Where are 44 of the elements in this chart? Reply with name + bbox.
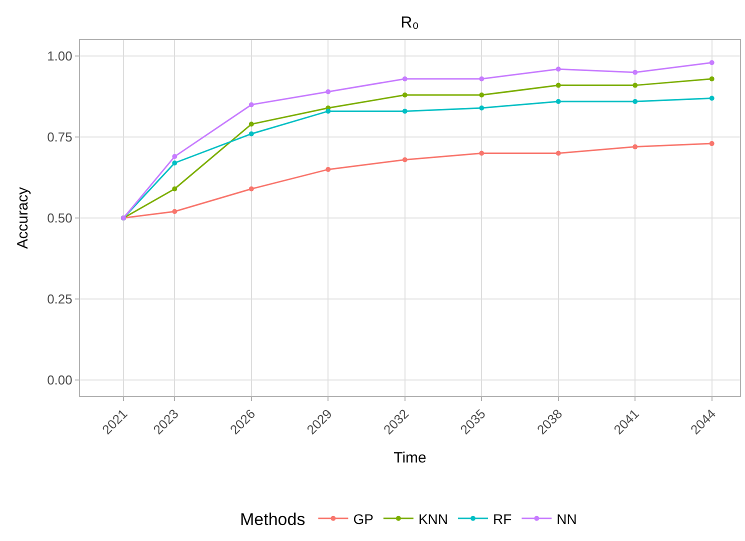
point <box>248 186 254 192</box>
y-tick-label: 0.75 <box>47 130 72 145</box>
legend-label: GP <box>353 510 374 527</box>
point <box>709 60 714 66</box>
point <box>556 98 561 104</box>
point <box>556 66 561 72</box>
point <box>556 150 561 156</box>
point <box>402 92 408 98</box>
point <box>479 76 484 82</box>
legend-label: RF <box>493 510 512 527</box>
point <box>326 89 331 94</box>
point <box>402 76 408 82</box>
y-tick-label: 0.00 <box>47 372 72 388</box>
point <box>632 70 638 75</box>
point <box>172 160 178 166</box>
chart-title: R₀ <box>400 14 419 32</box>
point <box>248 102 254 108</box>
point <box>172 209 178 214</box>
point <box>479 105 484 110</box>
point <box>709 76 714 82</box>
point <box>709 96 714 101</box>
point <box>402 157 408 162</box>
point <box>326 108 331 114</box>
legend-title: Methods <box>240 510 306 529</box>
point <box>326 166 331 172</box>
y-tick-label: 0.25 <box>47 291 72 306</box>
point <box>402 108 408 114</box>
point <box>248 122 254 127</box>
point <box>632 98 638 104</box>
legend-label: KNN <box>418 510 448 527</box>
point <box>479 92 484 98</box>
y-tick-label: 1.00 <box>47 48 72 64</box>
x-axis-title: Time <box>394 449 426 466</box>
y-tick-label: 0.50 <box>47 210 72 226</box>
y-axis-title: Accuracy <box>14 186 32 249</box>
point <box>632 82 638 88</box>
point <box>556 82 561 88</box>
point <box>632 144 638 150</box>
point <box>172 186 178 192</box>
point <box>709 141 714 146</box>
point <box>479 150 484 156</box>
point <box>248 131 254 136</box>
legend-label: NN <box>556 510 577 527</box>
point <box>172 154 178 160</box>
